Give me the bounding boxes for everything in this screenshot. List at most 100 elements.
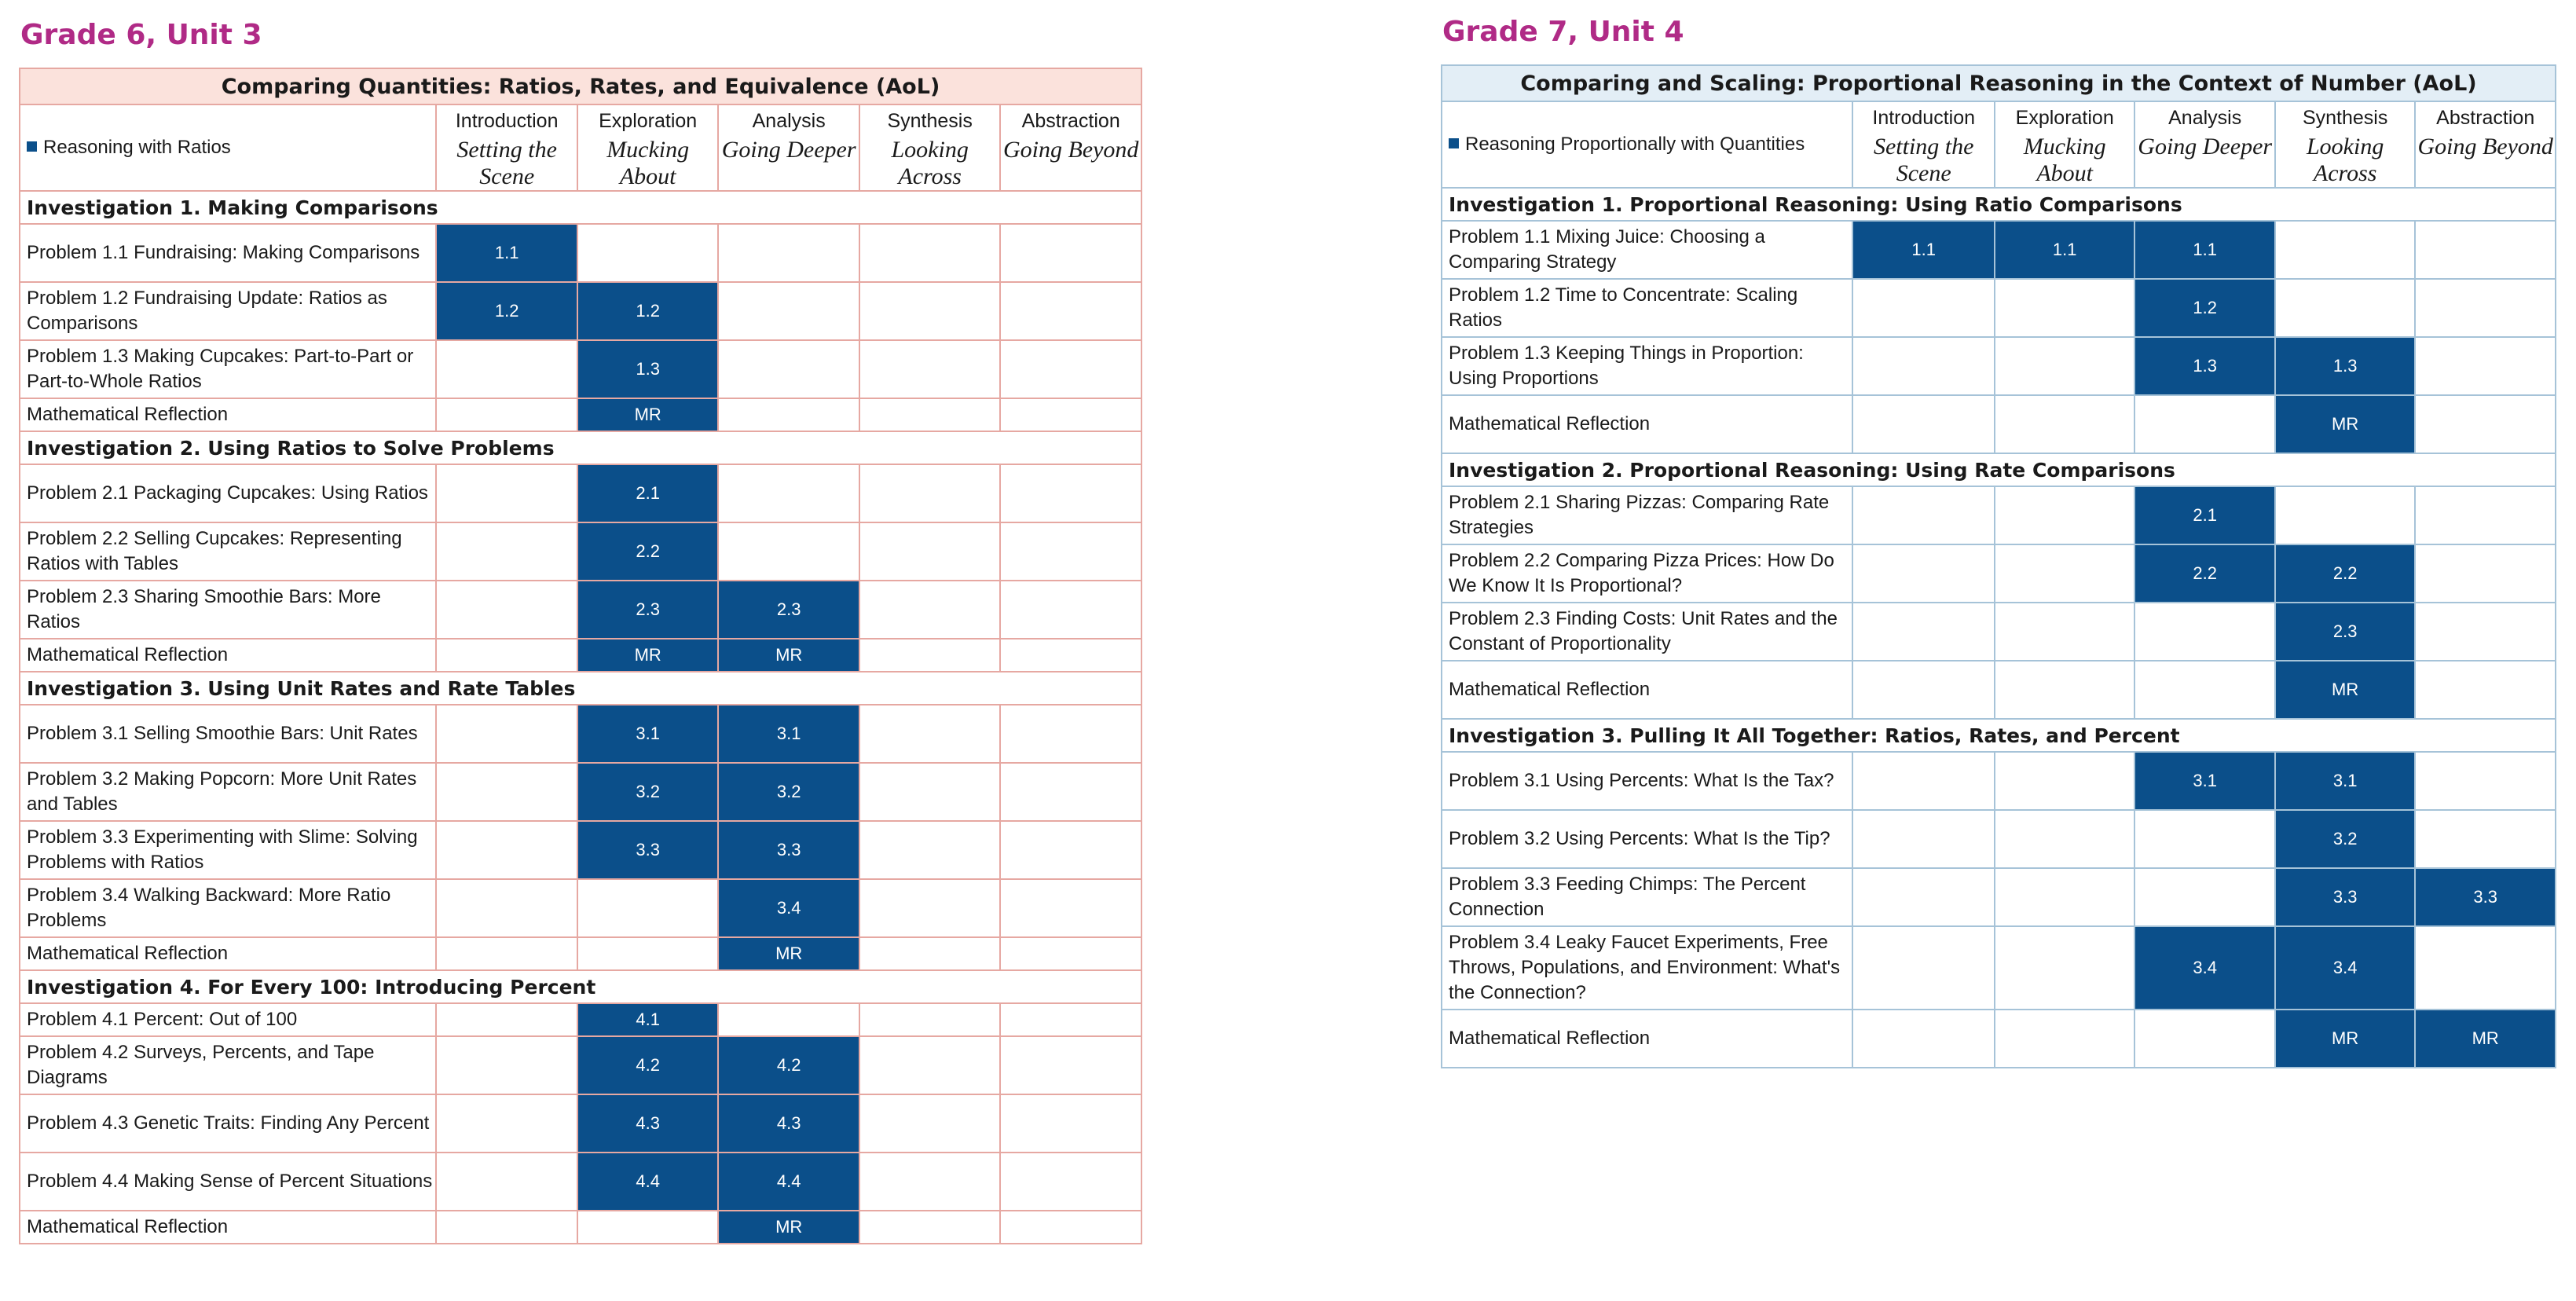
table-row: Problem 2.2 Selling Cupcakes: Representi… [18, 522, 1142, 581]
empty-cell [576, 223, 720, 283]
grade6-table: Comparing Quantities: Ratios, Rates, and… [18, 68, 1142, 1244]
table-row: Mathematical Reflection MR [18, 398, 1142, 432]
filled-cell: 2.2 [2134, 544, 2276, 603]
empty-cell [2134, 1009, 2276, 1068]
empty-cell [999, 762, 1142, 822]
filled-cell: 4.3 [576, 1094, 720, 1153]
problem-label: Problem 3.3 Experimenting with Slime: So… [18, 820, 438, 880]
column-header-exploration: Exploration Mucking About [1993, 101, 2136, 189]
table-row: Mathematical Reflection MR MR [1440, 1009, 2556, 1068]
empty-cell [2414, 751, 2556, 811]
empty-cell [2414, 602, 2556, 661]
filled-cell: 3.3 [576, 820, 720, 880]
empty-cell [2414, 925, 2556, 1010]
empty-cell [858, 281, 1002, 341]
empty-cell [2414, 544, 2556, 603]
empty-cell [999, 1035, 1142, 1095]
filled-cell: 2.2 [2274, 544, 2417, 603]
empty-cell [999, 1094, 1142, 1153]
investigation-heading-row: Investigation 4. For Every 100: Introduc… [19, 969, 1142, 1004]
problem-label: Problem 3.2 Using Percents: What Is the … [1440, 809, 1854, 869]
filled-cell: 3.1 [576, 704, 720, 764]
filled-cell: 1.1 [1852, 220, 1995, 280]
empty-cell [999, 522, 1142, 581]
investigation-heading-row: Investigation 3. Using Unit Rates and Ra… [19, 671, 1142, 705]
empty-cell [435, 580, 578, 640]
table-row: Problem 1.3 Keeping Things in Proportion… [1440, 336, 2556, 396]
column-stage: Setting the Scene [1873, 134, 1974, 186]
problem-label: Problem 2.2 Comparing Pizza Prices: How … [1440, 544, 1854, 603]
filled-cell: MR [2274, 394, 2417, 454]
grade6-title: Grade 6, Unit 3 [20, 19, 262, 51]
column-header-synthesis: Synthesis Looking Across [858, 104, 1002, 192]
empty-cell [1993, 809, 2136, 869]
column-name: Introduction [1872, 107, 1976, 129]
table-row: Problem 2.3 Sharing Smoothie Bars: More … [18, 580, 1142, 640]
empty-cell [435, 522, 578, 581]
investigation-heading-row: Investigation 1. Proportional Reasoning:… [1441, 187, 2556, 222]
filled-cell: 1.1 [435, 223, 578, 283]
column-name: Exploration [599, 110, 698, 132]
empty-cell [1852, 336, 1995, 396]
empty-cell [858, 638, 1002, 672]
grade7-legend: Reasoning Proportionally with Quantities [1440, 101, 1854, 189]
investigation-title: Investigation 3. Pulling It All Together… [1441, 718, 2556, 753]
empty-cell [435, 820, 578, 880]
problem-label: Mathematical Reflection [1440, 1009, 1854, 1068]
filled-cell: 1.2 [435, 281, 578, 341]
table-row: Problem 4.4 Making Sense of Percent Situ… [18, 1152, 1142, 1211]
column-header-abstraction: Abstraction Going Beyond [999, 104, 1142, 192]
grade6-table-title: Comparing Quantities: Ratios, Rates, and… [19, 68, 1142, 105]
problem-label: Mathematical Reflection [1440, 394, 1854, 454]
table-row: Mathematical Reflection MR [1440, 660, 2556, 720]
problem-label: Problem 3.1 Using Percents: What Is the … [1440, 751, 1854, 811]
filled-cell: 3.3 [2274, 867, 2417, 927]
empty-cell [1993, 602, 2136, 661]
empty-cell [858, 762, 1002, 822]
investigation-heading-row: Investigation 2. Proportional Reasoning:… [1441, 453, 2556, 487]
column-header-analysis: Analysis Going Deeper [717, 104, 860, 192]
empty-cell [858, 339, 1002, 399]
empty-cell [1852, 486, 1995, 545]
empty-cell [1993, 660, 2136, 720]
filled-cell: 2.2 [576, 522, 720, 581]
filled-cell: 2.3 [576, 580, 720, 640]
filled-cell: 3.4 [2274, 925, 2417, 1010]
empty-cell [999, 638, 1142, 672]
empty-cell [435, 1210, 578, 1244]
empty-cell [2414, 660, 2556, 720]
empty-cell [999, 1152, 1142, 1211]
empty-cell [435, 762, 578, 822]
filled-cell: 4.1 [576, 1002, 720, 1037]
empty-cell [858, 1002, 1002, 1037]
grade6-column-header-row: Reasoning with Ratios Introduction Settin… [18, 104, 1142, 192]
empty-cell [1993, 278, 2136, 338]
empty-cell [858, 936, 1002, 971]
empty-cell [435, 704, 578, 764]
empty-cell [858, 464, 1002, 523]
problem-label: Problem 2.1 Sharing Pizzas: Comparing Ra… [1440, 486, 1854, 545]
empty-cell [435, 398, 578, 432]
problem-label: Problem 4.4 Making Sense of Percent Situ… [18, 1152, 438, 1211]
empty-cell [1852, 751, 1995, 811]
filled-cell: 3.2 [717, 762, 860, 822]
filled-cell: 4.2 [576, 1035, 720, 1095]
empty-cell [1993, 336, 2136, 396]
empty-cell [1993, 394, 2136, 454]
column-name: Analysis [752, 110, 826, 132]
filled-cell: 1.1 [2134, 220, 2276, 280]
column-stage: Mucking About [606, 137, 690, 189]
empty-cell [576, 936, 720, 971]
column-name: Abstraction [1021, 110, 1120, 132]
column-header-exploration: Exploration Mucking About [576, 104, 720, 192]
table-row: Problem 3.2 Using Percents: What Is the … [1440, 809, 2556, 869]
filled-cell: 2.1 [2134, 486, 2276, 545]
investigation-heading-row: Investigation 1. Making Comparisons [19, 190, 1142, 225]
empty-cell [717, 464, 860, 523]
filled-cell: 3.3 [717, 820, 860, 880]
empty-cell [858, 223, 1002, 283]
empty-cell [2274, 220, 2417, 280]
empty-cell [2134, 394, 2276, 454]
grade6-panel: Grade 6, Unit 3 Comparing Quantities: Ra… [18, 14, 1142, 1244]
table-row: Problem 2.2 Comparing Pizza Prices: How … [1440, 544, 2556, 603]
